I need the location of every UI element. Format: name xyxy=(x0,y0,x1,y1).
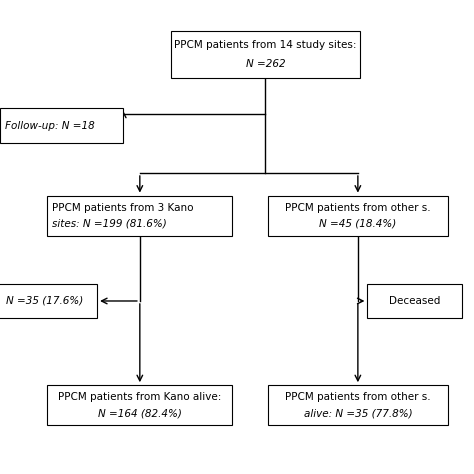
Text: N =35 (17.6%): N =35 (17.6%) xyxy=(7,296,83,306)
Text: N =262: N =262 xyxy=(246,59,285,69)
Text: PPCM patients from 14 study sites:: PPCM patients from 14 study sites: xyxy=(174,40,357,50)
Bar xyxy=(268,195,448,236)
Text: N =164 (82.4%): N =164 (82.4%) xyxy=(98,408,182,419)
Text: PPCM patients from Kano alive:: PPCM patients from Kano alive: xyxy=(58,392,221,402)
Text: N =45 (18.4%): N =45 (18.4%) xyxy=(319,219,396,229)
Text: alive: N =35 (77.8%): alive: N =35 (77.8%) xyxy=(303,408,412,419)
Bar xyxy=(0,108,123,143)
Text: sites: N =199 (81.6%): sites: N =199 (81.6%) xyxy=(52,219,167,229)
Text: PPCM patients from other s.: PPCM patients from other s. xyxy=(285,392,431,402)
Text: Deceased: Deceased xyxy=(389,296,440,306)
Text: Follow-up: N =18: Follow-up: N =18 xyxy=(5,120,94,131)
Bar xyxy=(0,284,97,318)
Text: PPCM patients from 3 Kano: PPCM patients from 3 Kano xyxy=(52,202,194,213)
Bar xyxy=(47,385,232,426)
Bar xyxy=(367,284,462,318)
Bar xyxy=(268,385,448,426)
Bar xyxy=(47,195,232,236)
Text: PPCM patients from other s.: PPCM patients from other s. xyxy=(285,202,431,213)
Bar xyxy=(171,31,360,78)
